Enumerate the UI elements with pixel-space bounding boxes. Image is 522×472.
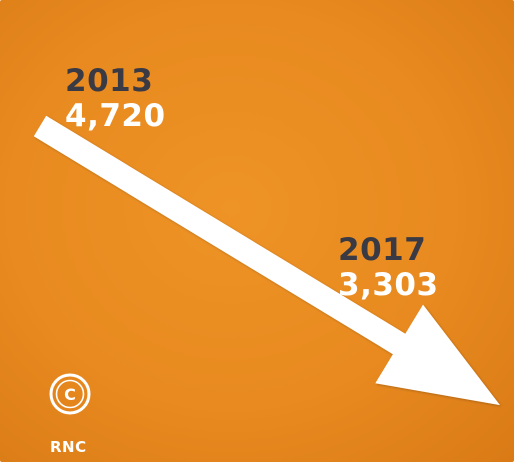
trend-arrow: [33, 115, 501, 406]
brand-name: RNC: [50, 438, 87, 456]
copyright-circle-icon: C: [48, 372, 92, 416]
logo-letter: C: [64, 385, 76, 404]
data-label-year-2013: 2013: [65, 63, 154, 99]
data-label-value-2013: 4,720: [65, 98, 166, 134]
data-label-value-2017: 3,303: [338, 267, 439, 303]
chart-panel: 2013 4,720 2017 3,303 C RNC: [0, 0, 514, 462]
arrow-shape: [33, 115, 501, 406]
data-label-year-2017: 2017: [338, 232, 427, 268]
